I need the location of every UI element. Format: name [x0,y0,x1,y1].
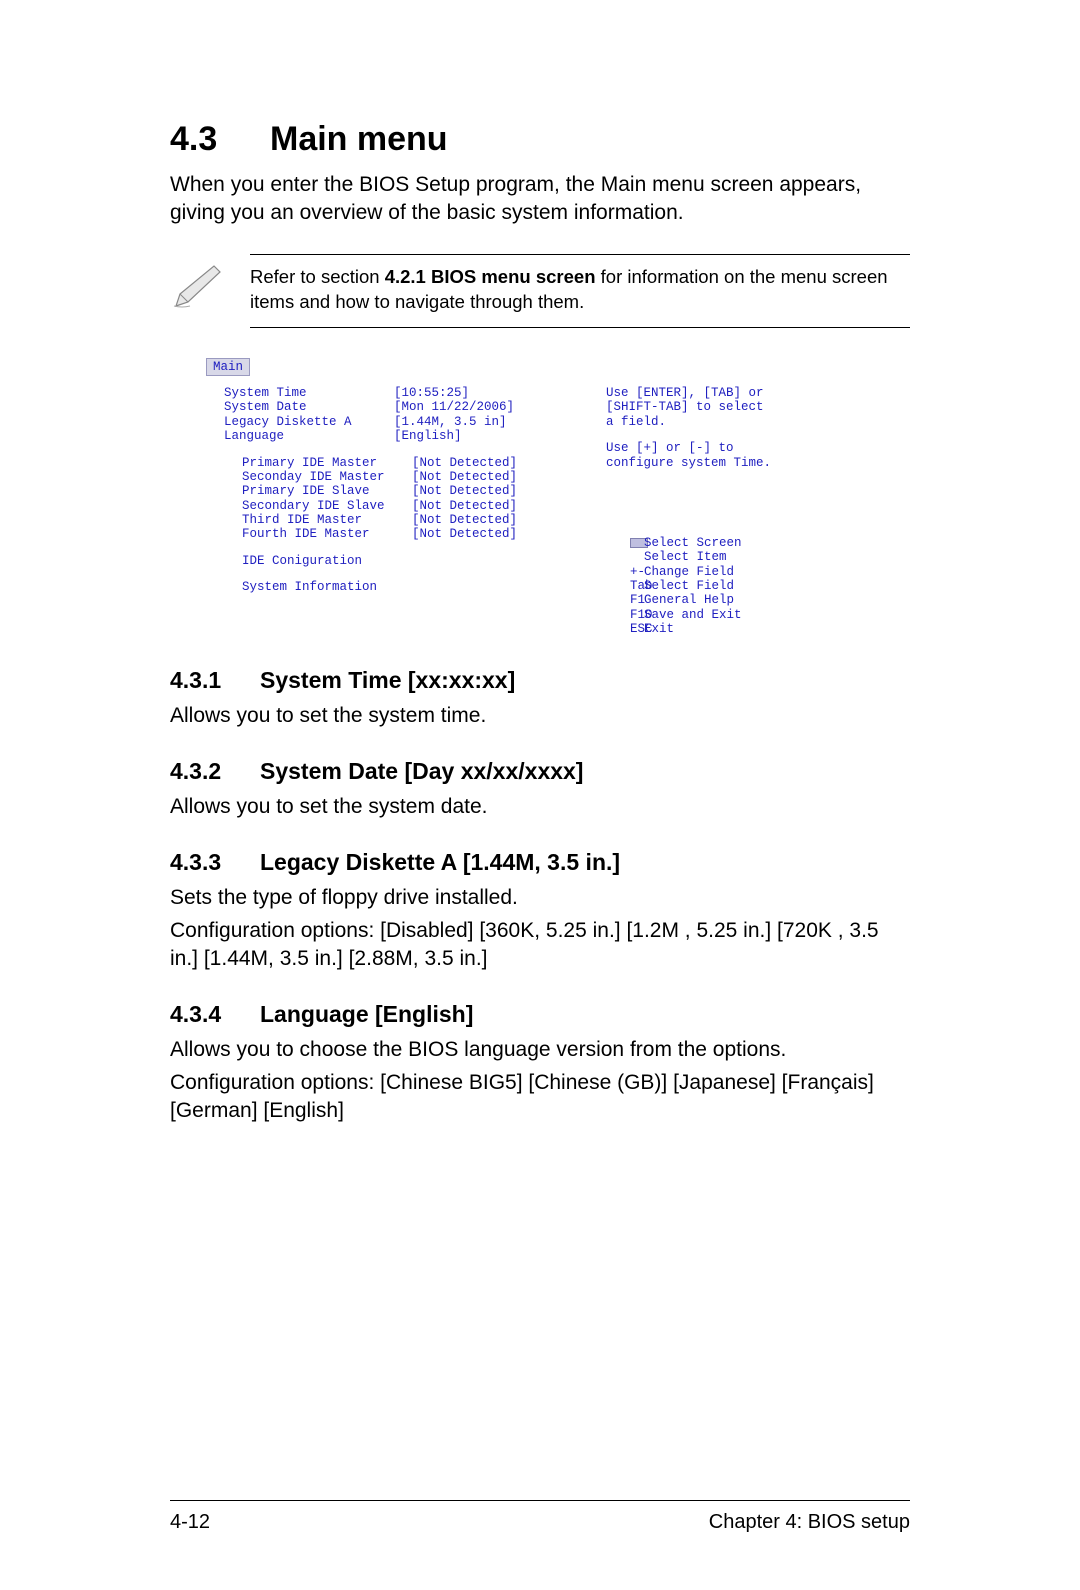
pencil-note-icon [170,254,250,313]
bios-tab-main: Main [206,358,250,376]
bios-field-row: System Date[Mon 11/22/2006] [224,400,606,414]
bios-nav-row: Select Item [606,550,866,564]
bios-field-row: System Time[10:55:25] [224,386,606,400]
bios-ide-row: Seconday IDE Master[Not Detected] [242,470,606,484]
subsection-heading: 4.3.3Legacy Diskette A [1.44M, 3.5 in.] [170,849,910,876]
section-title: Main menu [270,120,448,158]
bios-help-line: configure system Time. [606,456,866,470]
note-block: Refer to section 4.2.1 BIOS menu screen … [170,254,910,328]
bios-nav-row: +-Change Field [606,565,866,579]
bios-nav-row: ESCExit [606,622,866,636]
bios-menu-item: IDE Coniguration [242,554,606,568]
bios-ide-row: Fourth IDE Master[Not Detected] [242,527,606,541]
body-paragraph: Configuration options: [Disabled] [360K,… [170,917,910,974]
note-bold: 4.2.1 BIOS menu screen [385,266,596,287]
bios-nav-row: F1General Help [606,593,866,607]
body-paragraph: Configuration options: [Chinese BIG5] [C… [170,1069,910,1126]
body-paragraph: Allows you to choose the BIOS language v… [170,1036,910,1064]
bios-help-panel: Use [ENTER], [TAB] or [SHIFT-TAB] to sel… [606,386,866,637]
body-paragraph: Allows you to set the system time. [170,702,910,730]
note-text: Refer to section 4.2.1 BIOS menu screen … [250,265,910,315]
page-number: 4-12 [170,1511,210,1534]
bios-ide-row: Primary IDE Slave[Not Detected] [242,484,606,498]
bios-help-line: [SHIFT-TAB] to select [606,400,866,414]
bios-field-row: Legacy Diskette A[1.44M, 3.5 in] [224,415,606,429]
bios-left-column: System Time[10:55:25]System Date[Mon 11/… [206,386,606,637]
section-number: 4.3 [170,120,270,159]
bios-screenshot: Main System Time[10:55:25]System Date[Mo… [206,358,866,637]
section-heading: 4.3Main menu [170,120,910,159]
subsection-heading: 4.3.2System Date [Day xx/xx/xxxx] [170,758,910,785]
bios-ide-row: Third IDE Master[Not Detected] [242,513,606,527]
subsection-heading: 4.3.1System Time [xx:xx:xx] [170,667,910,694]
bios-nav-row: Select Screen [606,536,866,550]
bios-nav-row: TabSelect Field [606,579,866,593]
body-paragraph: Allows you to set the system date. [170,793,910,821]
bios-help-line: Use [+] or [-] to [606,441,866,455]
chapter-label: Chapter 4: BIOS setup [709,1511,910,1534]
note-prefix: Refer to section [250,266,385,287]
page-footer: 4-12 Chapter 4: BIOS setup [170,1500,910,1534]
bios-ide-row: Primary IDE Master[Not Detected] [242,456,606,470]
bios-help-line: a field. [606,415,866,429]
bios-help-line: Use [ENTER], [TAB] or [606,386,866,400]
bios-ide-row: Secondary IDE Slave[Not Detected] [242,499,606,513]
bios-field-row: Language[English] [224,429,606,443]
body-paragraph: Sets the type of floppy drive installed. [170,884,910,912]
intro-paragraph: When you enter the BIOS Setup program, t… [170,171,910,228]
subsection-heading: 4.3.4Language [English] [170,1001,910,1028]
bios-menu-item: System Information [242,580,606,594]
bios-nav-row: F10Save and Exit [606,608,866,622]
